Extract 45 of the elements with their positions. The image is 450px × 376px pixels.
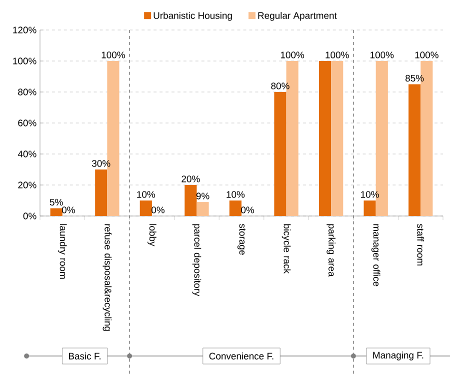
data-label: 80%: [271, 82, 290, 90]
y-tick-label: 100%: [13, 58, 36, 64]
x-tick-label: lobby: [148, 224, 156, 246]
x-tick-label: manager office: [371, 224, 380, 286]
bar: [140, 200, 152, 216]
data-label: 30%: [92, 160, 110, 167]
x-tick-label: refuse disposal&recycling: [102, 224, 112, 331]
y-tick-label: 40%: [18, 150, 36, 158]
y-tick-label: 80%: [18, 88, 36, 96]
y-tick-label: 120%: [13, 26, 36, 34]
data-label: 20%: [182, 176, 200, 182]
bar: [50, 208, 62, 216]
legend-label: Regular Apartment: [258, 12, 337, 21]
text: Basic F.: [68, 352, 100, 360]
y-tick-label: 20%: [18, 182, 36, 188]
y-tick-label: 60%: [18, 120, 36, 126]
bar: [196, 202, 209, 216]
legend-label: Urbanistic Housing: [154, 12, 232, 21]
data-label: 5%: [50, 198, 63, 206]
y-tick-label: 0%: [23, 212, 36, 220]
data-label: 85%: [406, 74, 424, 82]
data-label: 100%: [326, 52, 349, 58]
x-tick-label: staff room: [417, 224, 424, 266]
data-label: 100%: [102, 52, 125, 58]
bar: [408, 84, 421, 216]
bar: [318, 61, 332, 216]
bar: [274, 92, 286, 216]
data-label: 100%: [370, 52, 394, 58]
data-label: 100%: [280, 52, 304, 58]
data-label: 100%: [415, 52, 438, 58]
x-tick-label: laundry room: [58, 224, 67, 279]
x-tick-label: bicycle rack: [282, 224, 291, 274]
bar: [184, 185, 197, 216]
x-tick-label: storage: [237, 224, 246, 255]
text: Managing F.: [373, 352, 424, 360]
text: Convenience F.: [209, 352, 274, 360]
data-label: 10%: [361, 191, 379, 198]
data-label: 10%: [226, 191, 245, 198]
x-tick-label: parcel depository: [192, 224, 202, 296]
bar: [364, 200, 376, 216]
bar: [331, 61, 344, 216]
bar: [229, 200, 242, 216]
x-tick-label: parking area: [326, 224, 336, 277]
data-label: 10%: [137, 191, 156, 198]
bar: [95, 170, 108, 216]
